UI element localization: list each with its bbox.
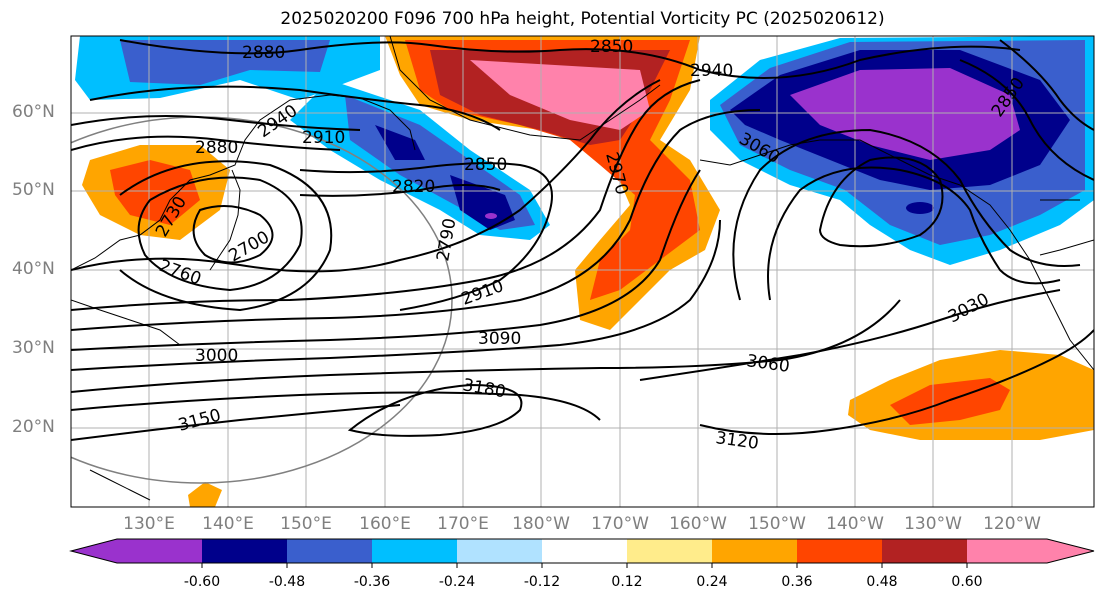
- colorbar-tick-label: -0.60: [183, 574, 221, 590]
- pv-negative-ne-pacific: [710, 36, 1094, 265]
- lon-label: 120°W: [983, 514, 1041, 534]
- contour-label: 3000: [195, 346, 238, 366]
- colorbar-segment: [287, 539, 373, 563]
- colorbar-tick-label: 0.60: [951, 574, 983, 590]
- lon-label: 130°E: [123, 514, 175, 534]
- colorbar-tick-label: -0.24: [438, 574, 476, 590]
- contour-label: 2940: [690, 61, 733, 81]
- lat-label: 60°N: [12, 102, 55, 122]
- lon-label: 150°W: [748, 514, 806, 534]
- colorbar-segment: [71, 539, 118, 563]
- colorbar-segment: [202, 539, 288, 563]
- lat-label: 30°N: [12, 338, 55, 358]
- colorbar-outline: [69, 538, 1095, 564]
- contour-label: 2820: [392, 177, 435, 197]
- contour-label: 2910: [302, 128, 345, 148]
- colorbar-segment: [372, 539, 458, 563]
- colorbar-segment: [797, 539, 883, 563]
- colorbar-segment: [542, 539, 628, 563]
- colorbar-segment: [117, 539, 203, 563]
- contour-label: 2880: [242, 43, 285, 63]
- lon-label: 180°W: [512, 514, 570, 534]
- colorbar-tick-label: 0.48: [866, 574, 898, 590]
- lon-label: 140°W: [826, 514, 884, 534]
- colorbar: [69, 538, 1095, 568]
- lat-label: 50°N: [12, 180, 55, 200]
- contour-label: 3090: [478, 329, 521, 349]
- contour-label: 2850: [464, 155, 507, 175]
- contour-label: 2850: [590, 37, 633, 57]
- colorbar-tick-label: -0.48: [268, 574, 306, 590]
- colorbar-segment: [712, 539, 798, 563]
- colorbar-tick-label: 0.24: [696, 574, 728, 590]
- lon-label: 170°E: [437, 514, 489, 534]
- height-contours: [71, 39, 1094, 441]
- map-frame: [70, 35, 1095, 508]
- colorbar-tick-label: 0.12: [611, 574, 643, 590]
- graticule: [71, 36, 1094, 507]
- contour-label: 2880: [195, 138, 238, 158]
- colorbar-segment: [627, 539, 713, 563]
- lon-label: 130°W: [904, 514, 962, 534]
- colorbar-tick-label: 0.36: [781, 574, 813, 590]
- lon-label: 170°W: [591, 514, 649, 534]
- lon-label: 160°E: [359, 514, 411, 534]
- colorbar-segment: [882, 539, 968, 563]
- colorbar-segment: [457, 539, 543, 563]
- colorbar-tick-label: -0.12: [523, 574, 561, 590]
- lat-label: 40°N: [12, 259, 55, 279]
- pv-negative-nw-pacific: [75, 36, 550, 240]
- pv-positive: [82, 36, 1094, 507]
- colorbar-tick-label: -0.36: [353, 574, 391, 590]
- lon-label: 150°E: [280, 514, 332, 534]
- lat-label: 20°N: [12, 417, 55, 437]
- coastlines: [71, 36, 1094, 501]
- map-title: 2025020200 F096 700 hPa height, Potentia…: [280, 9, 885, 29]
- lon-label: 160°W: [669, 514, 727, 534]
- lon-label: 140°E: [202, 514, 254, 534]
- colorbar-segment: [1046, 539, 1094, 563]
- colorbar-segment: [967, 539, 1047, 563]
